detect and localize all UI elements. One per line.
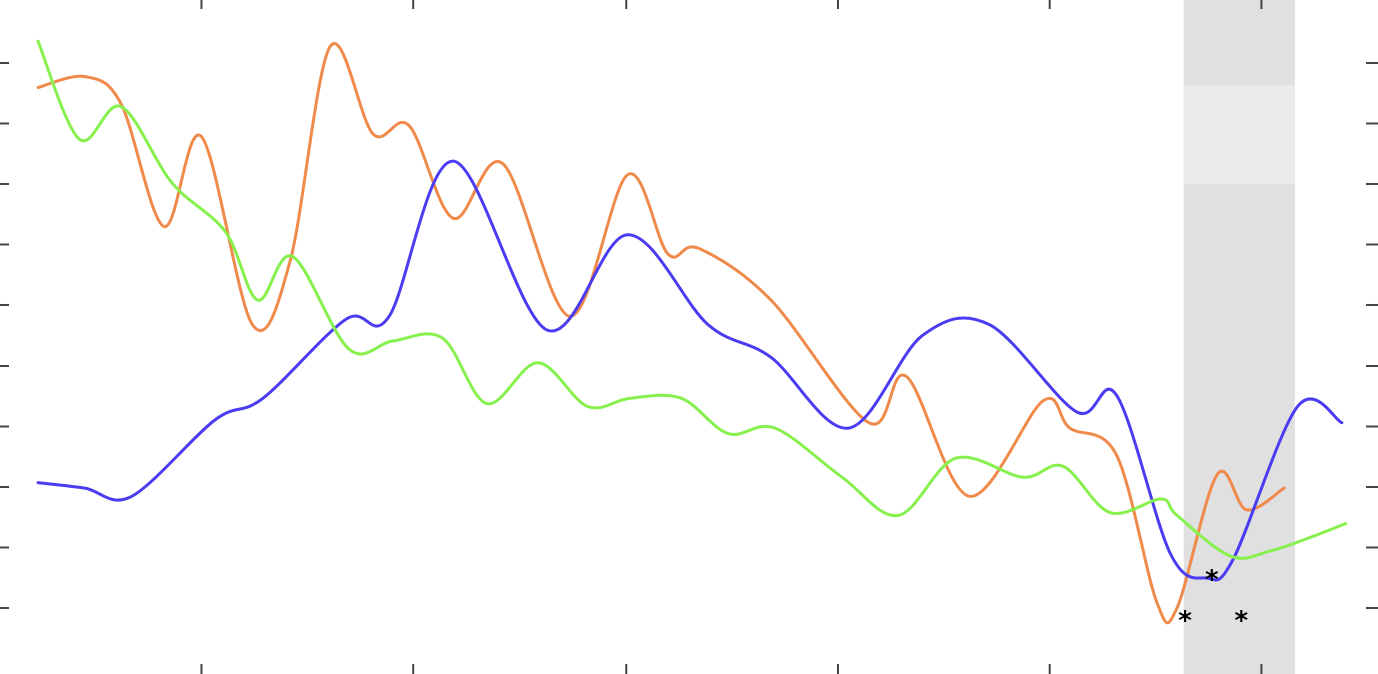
highlight-band bbox=[1183, 0, 1295, 674]
asterisk-marker-0: * bbox=[1178, 606, 1192, 636]
series-line-1 bbox=[36, 159, 1344, 582]
highlight-band-light-rect bbox=[1183, 84, 1295, 184]
significance-markers: * * * bbox=[1178, 565, 1248, 636]
series-line-0 bbox=[36, 42, 1286, 625]
asterisk-marker-1: * bbox=[1205, 565, 1219, 595]
series-line-2 bbox=[36, 39, 1348, 560]
asterisk-marker-2: * bbox=[1235, 606, 1249, 636]
series-lines bbox=[36, 39, 1348, 625]
